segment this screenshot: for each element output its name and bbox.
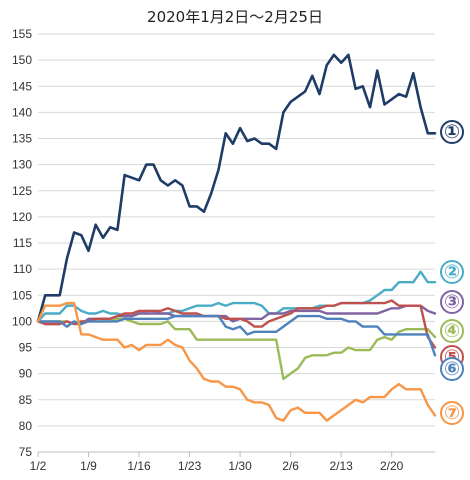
y-tick-label: 120 (12, 210, 32, 224)
series-marker-circle (440, 357, 464, 381)
plot-area (36, 53, 437, 422)
x-axis: 1/2 1/9 1/16 1/23 1/30 2/6 2/13 2/20 (30, 451, 435, 473)
series-marker-label: ⑦ (444, 402, 460, 424)
y-axis: 75 80 85 90 95 100 105 110 115 120 125 130 135 140 145… (12, 27, 32, 459)
series-marker: ② (440, 260, 464, 284)
y-tick-label: 95 (19, 341, 33, 355)
series-marker: ⑥ (440, 357, 464, 381)
x-tick-label: 1/30 (228, 459, 252, 473)
x-tick-label: 2/6 (282, 459, 299, 473)
x-tick-label: 2/20 (380, 459, 404, 473)
x-tick-label: 2/13 (329, 459, 353, 473)
series-marker-label: ③ (444, 291, 460, 313)
series-marker-circle (440, 401, 464, 425)
x-tick-label: 1/9 (80, 459, 97, 473)
y-tick-label: 150 (12, 53, 32, 67)
y-tick-label: 110 (13, 262, 32, 276)
y-tick-label: 105 (12, 288, 32, 302)
series-marker: ⑦ (440, 401, 464, 425)
y-tick-label: 115 (13, 236, 32, 250)
series-line (36, 270, 437, 323)
series-markers: ①②③④⑤⑥⑦ (440, 120, 464, 425)
y-tick-label: 90 (19, 367, 33, 381)
series-marker: ④ (440, 319, 464, 343)
series-marker: ③ (440, 290, 464, 314)
y-tick-label: 130 (12, 158, 32, 172)
series-marker-label: ④ (444, 320, 460, 342)
y-tick-label: 75 (19, 445, 33, 459)
x-tick-label: 1/16 (127, 459, 151, 473)
series-line (36, 53, 437, 323)
series-marker-label: ① (444, 121, 460, 143)
y-tick-label: 100 (12, 314, 32, 328)
series-marker-label: ② (444, 261, 460, 283)
gridlines (38, 33, 435, 453)
chart-title: 2020年1月2日～2月25日 (147, 8, 323, 26)
y-tick-label: 125 (12, 184, 32, 198)
y-tick-label: 140 (12, 105, 32, 119)
series-line (36, 314, 437, 357)
series-line (36, 301, 437, 422)
series-marker-circle (440, 120, 464, 144)
y-tick-label: 135 (12, 132, 32, 146)
series-marker-label: ⑥ (444, 358, 460, 380)
y-tick-label: 85 (19, 393, 33, 407)
series-marker-circle (440, 260, 464, 284)
y-tick-label: 145 (12, 79, 32, 93)
y-tick-label: 155 (12, 27, 32, 41)
y-tick-label: 80 (19, 419, 33, 433)
series-line (36, 299, 437, 349)
series-marker-circle (440, 319, 464, 343)
series-marker: ① (440, 120, 464, 144)
x-tick-label: 1/2 (30, 459, 47, 473)
x-tick-label: 1/23 (178, 459, 202, 473)
series-marker-circle (440, 290, 464, 314)
